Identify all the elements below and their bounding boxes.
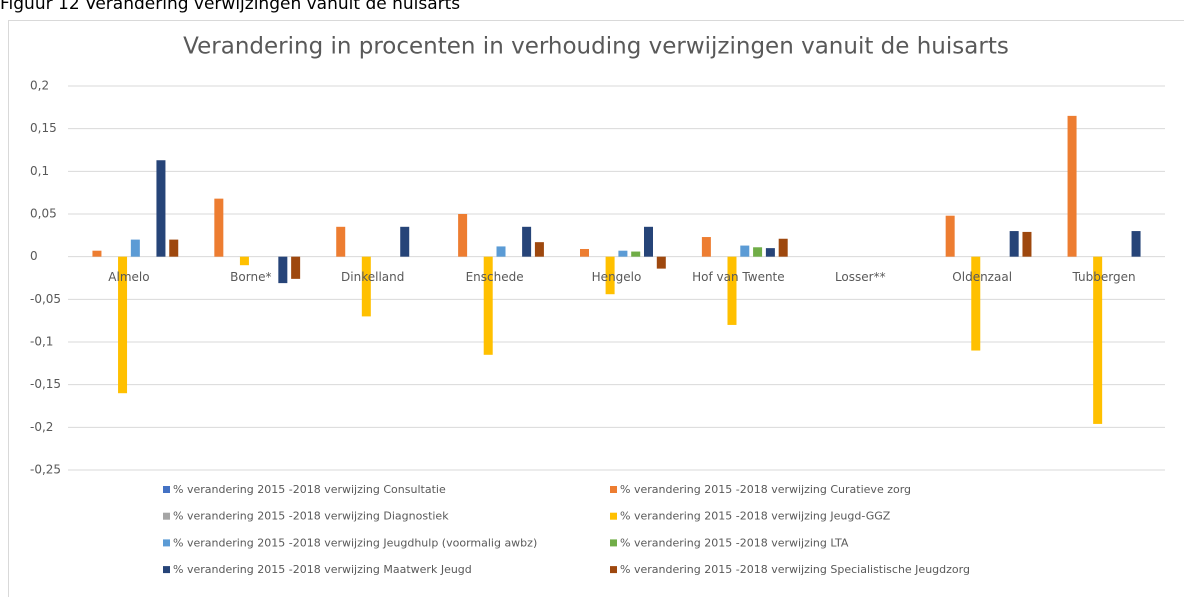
legend-label: % verandering 2015 -2018 verwijzing LTA bbox=[620, 536, 849, 549]
bar bbox=[727, 256, 737, 325]
bar bbox=[118, 256, 128, 394]
chart-title: Verandering in procenten in verhouding v… bbox=[183, 34, 1009, 60]
x-tick-label: Dinkelland bbox=[341, 270, 404, 284]
bar bbox=[656, 256, 666, 269]
y-tick-label: 0 bbox=[30, 249, 38, 263]
bar bbox=[291, 256, 301, 279]
legend-swatch bbox=[610, 566, 617, 574]
bar bbox=[1093, 256, 1103, 424]
legend-swatch bbox=[610, 486, 617, 493]
bar bbox=[580, 248, 589, 257]
bar bbox=[336, 226, 346, 257]
bar bbox=[458, 214, 468, 257]
y-tick-label: -0,1 bbox=[30, 335, 53, 349]
x-tick-label: Borne* bbox=[230, 270, 271, 284]
legend-swatch bbox=[163, 539, 170, 547]
bar bbox=[631, 251, 641, 257]
bar bbox=[618, 250, 628, 257]
bar bbox=[701, 237, 711, 257]
y-tick-label: -0,05 bbox=[30, 292, 61, 306]
chart-frame bbox=[8, 20, 1184, 597]
legend-swatch bbox=[163, 486, 170, 493]
y-tick-label: -0,2 bbox=[30, 420, 53, 434]
legend-label: % verandering 2015 -2018 verwijzing Cons… bbox=[173, 483, 446, 496]
bar bbox=[400, 226, 410, 257]
bar bbox=[483, 256, 493, 355]
legend-swatch bbox=[610, 539, 617, 547]
bar bbox=[534, 242, 544, 257]
bar bbox=[1067, 115, 1077, 257]
legend-label: % verandering 2015 -2018 verwijzing Maat… bbox=[173, 563, 472, 576]
bar bbox=[214, 198, 224, 257]
y-tick-label: 0,2 bbox=[30, 79, 49, 93]
x-tick-label: Tubbergen bbox=[1072, 270, 1136, 284]
y-tick-label: -0,15 bbox=[30, 377, 61, 391]
x-tick-label: Oldenzaal bbox=[952, 270, 1012, 284]
x-tick-label: Hengelo bbox=[592, 270, 642, 284]
bar bbox=[778, 238, 788, 257]
y-tick-label: -0,25 bbox=[30, 463, 61, 477]
legend-swatch bbox=[610, 512, 617, 520]
y-tick-label: 0,1 bbox=[30, 164, 49, 178]
bar bbox=[92, 250, 102, 257]
y-tick-label: 0,05 bbox=[30, 207, 57, 221]
x-tick-label: Hof van Twente bbox=[692, 270, 785, 284]
bar bbox=[765, 248, 775, 257]
x-tick-label: Losser** bbox=[835, 270, 886, 284]
bar bbox=[753, 247, 763, 257]
bar bbox=[361, 256, 371, 317]
bar bbox=[945, 215, 955, 257]
legend-swatch bbox=[163, 566, 170, 574]
bar bbox=[1131, 231, 1141, 257]
bar bbox=[605, 256, 615, 295]
x-tick-label: Enschede bbox=[466, 270, 524, 284]
bar bbox=[1009, 231, 1019, 257]
bar bbox=[644, 226, 653, 257]
bar bbox=[1022, 231, 1032, 257]
bar bbox=[740, 245, 750, 257]
bar bbox=[169, 239, 179, 257]
x-tick-label: Almelo bbox=[108, 270, 149, 284]
bar bbox=[278, 256, 288, 284]
bar bbox=[130, 239, 140, 257]
bar bbox=[156, 160, 166, 257]
legend-label: % verandering 2015 -2018 verwijzing Jeug… bbox=[173, 536, 537, 549]
y-tick-label: 0,15 bbox=[30, 121, 57, 135]
legend-label: % verandering 2015 -2018 verwijzing Cura… bbox=[620, 483, 911, 496]
legend-label: % verandering 2015 -2018 verwijzing Jeug… bbox=[620, 510, 891, 523]
bar bbox=[239, 256, 249, 266]
bar bbox=[522, 226, 532, 257]
legend-label: % verandering 2015 -2018 verwijzing Diag… bbox=[173, 510, 449, 523]
caption: Figuur 12 Verandering verwijzingen vanui… bbox=[0, 0, 460, 14]
bar bbox=[496, 246, 506, 257]
legend-swatch bbox=[163, 512, 170, 520]
legend-label: % verandering 2015 -2018 verwijzing Spec… bbox=[620, 563, 970, 576]
bar bbox=[971, 256, 981, 351]
